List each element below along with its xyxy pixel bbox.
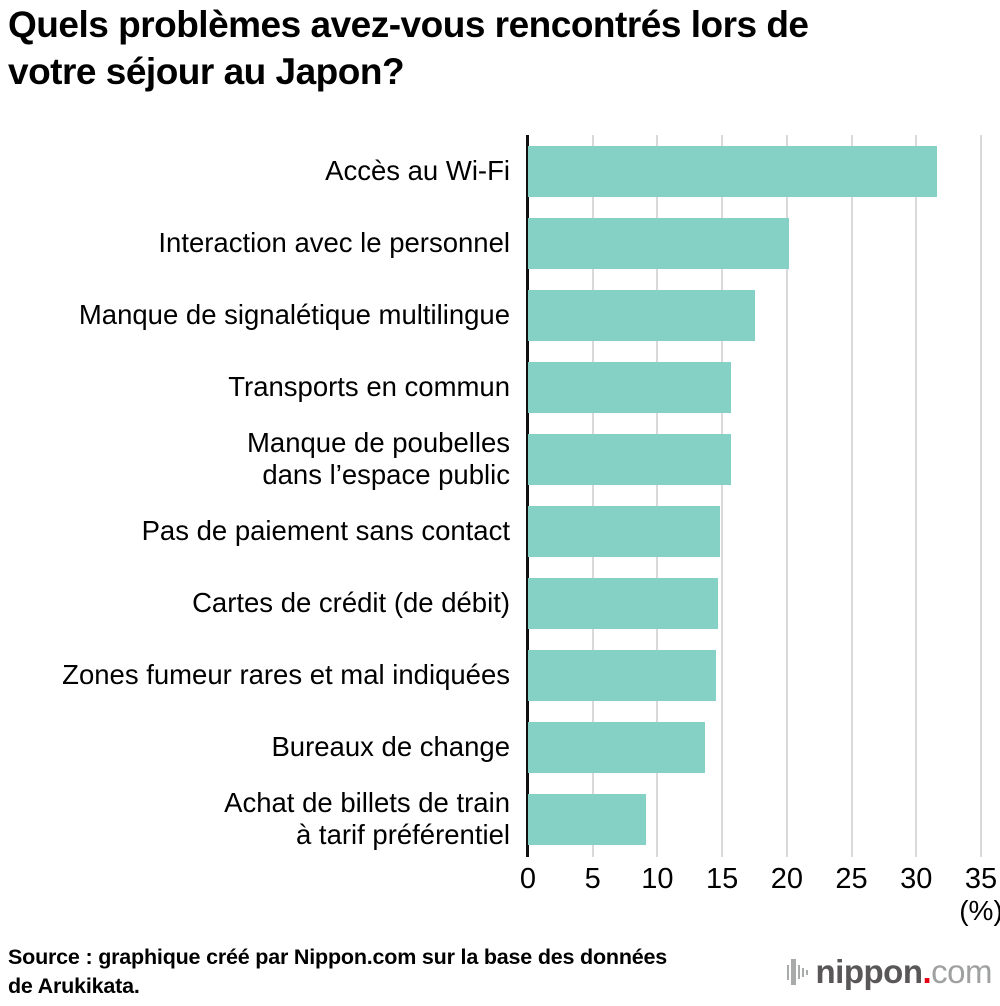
x-tick-label: 5 [584,863,601,895]
logo-tld: com [931,953,992,991]
category-label: Bureaux de change [271,730,510,762]
gridline [591,135,594,857]
bar-track [528,351,981,423]
bar-row: Accès au Wi-Fi [0,135,981,207]
category-label: Achat de billets de train à tarif préfére… [224,786,510,850]
bar [528,721,706,773]
category-label: Accès au Wi-Fi [325,154,510,186]
bar-row: Pas de paiement sans contact [0,495,981,567]
bar-row: Interaction avec le personnel [0,207,981,279]
category-label: Interaction avec le personnel [158,226,510,258]
chart-rows: Accès au Wi-Fi Interaction avec le person… [0,135,981,855]
nippon-logo-text: nippon.com [815,953,993,991]
y-axis-line [526,135,529,857]
gridline [850,135,853,857]
x-tick-label: 0 [519,863,537,895]
nippon-logo: nippon.com [786,953,993,991]
bar [528,289,755,341]
bar-track [528,783,981,855]
category-label: Transports en commun [228,370,510,402]
x-tick-label: 25 [835,863,868,895]
bar-track [528,207,981,279]
bar-row: Zones fumeur rares et mal indiquées [0,639,981,711]
bar-track [528,135,981,207]
bar-track [528,495,981,567]
bar-track [528,279,981,351]
bar-track [528,567,981,639]
bar-track [528,639,981,711]
x-tick-label: 15 [706,863,739,895]
nippon-logo-waveform-icon [786,957,808,987]
source-note: Source : graphique créé par Nippon.com s… [8,944,668,999]
bar-row: Manque de signalétique multilingue [0,279,981,351]
bar-track [528,423,981,495]
bar-row: Achat de billets de train à tarif préfére… [0,783,981,855]
bar [528,145,937,197]
bar [528,793,646,845]
logo-name: nippon [815,953,923,991]
category-label: Cartes de crédit (de débit) [192,586,510,618]
bar [528,361,732,413]
footer: Source : graphique créé par Nippon.com s… [8,943,992,1002]
bar [528,505,720,557]
x-tick-label: 20 [770,863,803,895]
chart-title: Quels problèmes avez-vous rencontrés lor… [8,4,809,92]
bar-chart: Accès au Wi-Fi Interaction avec le person… [0,135,1000,935]
gridline [785,135,788,857]
bar [528,217,790,269]
plot-area [526,135,982,857]
category-label: Pas de paiement sans contact [141,514,510,546]
gridline [656,135,659,857]
bar-row: Transports en commun [0,351,981,423]
bar-track [528,711,981,783]
gridline [915,135,918,857]
bar [528,577,719,629]
logo-dot: . [922,953,932,991]
bar-row: Bureaux de change [0,711,981,783]
bar [528,649,716,701]
bar-row: Manque de poubelles dans l’espace public [0,423,981,495]
x-tick-label: 10 [641,863,674,895]
bar [528,433,732,485]
x-tick-label: 30 [900,863,933,895]
gridline [980,135,982,857]
category-label: Manque de signalétique multilingue [78,298,510,330]
gridline [721,135,724,857]
bar-row: Cartes de crédit (de débit) [0,567,981,639]
x-tick-label: 35 [964,863,998,895]
x-axis-unit-label: (%) [959,895,1000,926]
category-label: Zones fumeur rares et mal indiquées [62,658,510,690]
category-label: Manque de poubelles dans l’espace public [247,426,510,490]
x-axis-ticks: 0 5 10 15 20 25 30 35 [520,863,997,899]
